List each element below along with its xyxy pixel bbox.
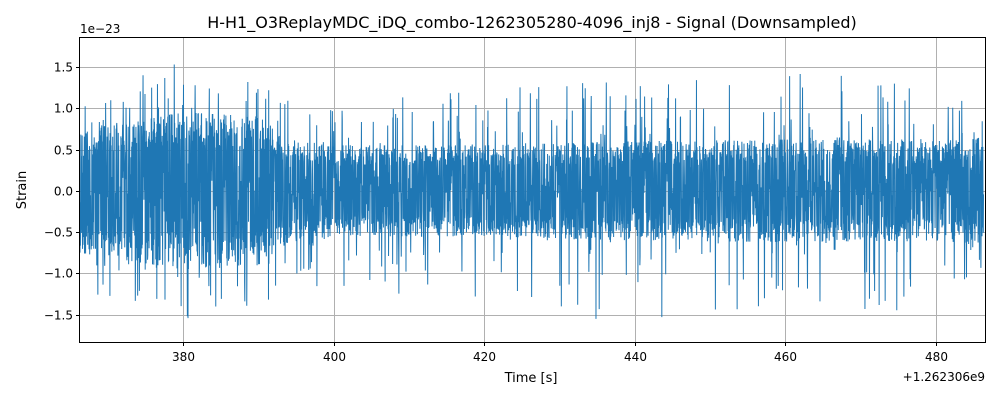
- signal-line: [79, 64, 984, 319]
- x-offset-label: +1.262306e9: [903, 370, 985, 384]
- x-tick-label: 400: [323, 350, 346, 364]
- x-tick-label: 460: [774, 350, 797, 364]
- signal-series: [79, 64, 984, 319]
- x-tick-label: 480: [925, 350, 948, 364]
- plot-frame: [79, 37, 986, 343]
- y-tick-label: −0.5: [44, 226, 73, 240]
- y-tick-label: −1.0: [44, 267, 73, 281]
- y-tick-label: 0.5: [54, 144, 73, 158]
- y-tick-label: −1.5: [44, 309, 73, 323]
- x-axis: 380 400 420 440 460 480: [172, 342, 948, 364]
- y-axis: −1.5 −1.0 −0.5 0.0 0.5 1.0 1.5: [44, 61, 80, 323]
- x-axis-label: Time [s]: [504, 371, 558, 386]
- y-tick-label: 1.0: [54, 102, 73, 116]
- y-scale-label: 1e−23: [80, 22, 120, 36]
- x-tick-label: 380: [172, 350, 195, 364]
- x-tick-label: 440: [624, 350, 647, 364]
- x-tick-label: 420: [473, 350, 496, 364]
- y-axis-label: Strain: [15, 171, 30, 210]
- chart-title: H-H1_O3ReplayMDC_iDQ_combo-1262305280-40…: [207, 13, 857, 33]
- y-tick-label: 0.0: [54, 185, 73, 199]
- y-tick-label: 1.5: [54, 61, 73, 75]
